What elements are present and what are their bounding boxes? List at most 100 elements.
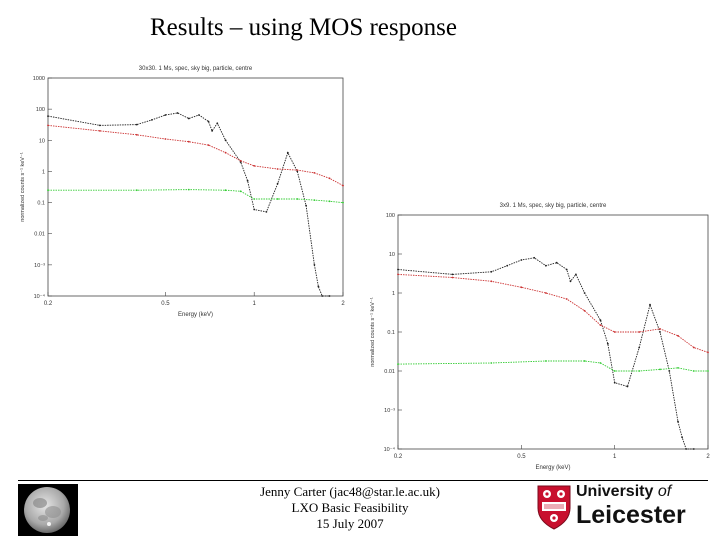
spectrum-plot-small-field: 3x9. 1 Ms, spec, sky big, particle, cent…	[368, 191, 713, 471]
y-axis-label: normalized counts s⁻¹ keV⁻¹	[370, 297, 376, 367]
data-point	[187, 188, 190, 191]
data-point	[216, 122, 219, 125]
data-point	[187, 117, 190, 120]
data-point	[555, 261, 558, 264]
y-tick-label: 0.01	[34, 232, 45, 238]
x-axis-label: Energy (keV)	[535, 465, 570, 471]
x-tick-label: 0.5	[161, 301, 170, 307]
data-point	[47, 124, 49, 127]
data-point	[638, 331, 641, 333]
footer-divider	[18, 480, 708, 481]
y-axis-label: normalized counts s⁻¹ keV⁻¹	[20, 152, 26, 222]
data-point	[239, 159, 242, 162]
data-point	[677, 420, 679, 423]
data-point	[707, 351, 709, 354]
data-point	[328, 295, 331, 297]
data-point	[313, 199, 316, 202]
data-point	[207, 144, 210, 146]
data-point	[685, 448, 687, 450]
logo-university-word: University	[576, 483, 654, 500]
data-point	[296, 170, 299, 173]
footer-author: Jenny Carter (jac48@star.le.ac.uk)	[260, 484, 440, 499]
data-point	[135, 133, 138, 136]
data-point	[490, 280, 493, 283]
data-point	[99, 130, 101, 132]
data-point	[451, 273, 454, 276]
data-point	[176, 112, 179, 114]
y-tick-label: 10	[39, 138, 45, 144]
data-point	[313, 264, 316, 266]
data-point	[296, 169, 299, 171]
data-point	[164, 138, 167, 140]
series-line-1	[397, 257, 694, 450]
data-point	[211, 130, 214, 132]
data-point	[321, 295, 324, 297]
plot-frame	[397, 214, 709, 450]
data-point	[305, 204, 307, 207]
data-point	[626, 385, 629, 388]
data-point	[276, 198, 279, 200]
y-tick-label: 0.01	[384, 369, 395, 375]
data-point	[692, 346, 695, 349]
data-point	[677, 334, 679, 337]
x-tick-label: 0.2	[394, 454, 403, 460]
data-point	[707, 370, 709, 372]
data-point	[599, 324, 602, 326]
data-point	[207, 120, 210, 123]
data-point	[613, 331, 616, 333]
data-point	[490, 362, 493, 364]
data-point	[276, 182, 279, 185]
data-point	[397, 363, 399, 365]
data-point	[224, 189, 227, 192]
data-point	[328, 200, 331, 203]
data-point	[533, 256, 536, 259]
data-point	[545, 264, 547, 267]
series-line-3	[397, 360, 708, 372]
data-point	[599, 319, 602, 322]
data-point	[565, 298, 568, 300]
footer-credits: Jenny Carter (jac48@star.le.ac.uk) LXO B…	[220, 484, 480, 532]
data-point	[224, 151, 227, 154]
data-point	[565, 268, 568, 271]
data-point	[286, 151, 289, 154]
data-point	[490, 270, 493, 273]
y-tick-label: 100	[386, 213, 395, 219]
university-logo: University of Leicester	[536, 483, 706, 531]
data-point	[253, 165, 256, 167]
data-point	[342, 201, 344, 204]
data-point	[583, 292, 586, 294]
data-point	[253, 208, 256, 211]
data-point	[187, 140, 190, 143]
data-point	[47, 189, 49, 192]
data-point	[583, 309, 586, 312]
series-line-1	[47, 112, 330, 297]
data-point	[276, 168, 279, 170]
slide-title: Results – using MOS response	[150, 14, 457, 41]
data-point	[296, 198, 299, 200]
y-tick-label: 10	[389, 252, 395, 258]
data-point	[239, 161, 242, 163]
data-point	[317, 285, 320, 288]
y-tick-label: 10⁻⁴	[34, 293, 46, 300]
data-point	[692, 370, 695, 372]
data-point	[520, 286, 523, 289]
data-point	[397, 268, 399, 271]
series-line-2	[397, 273, 709, 353]
y-tick-label: 10⁻⁴	[384, 446, 396, 453]
data-point	[659, 331, 661, 333]
data-point	[342, 184, 344, 187]
data-point	[164, 114, 167, 116]
data-point	[545, 360, 547, 362]
logo-leicester-word: Leicester	[576, 501, 686, 529]
data-point	[506, 264, 509, 267]
data-point	[239, 190, 242, 193]
data-point	[606, 342, 609, 345]
data-point	[99, 124, 101, 127]
y-tick-label: 10⁻³	[384, 408, 395, 414]
university-crest-icon	[537, 485, 571, 530]
x-tick-label: 2	[706, 454, 710, 460]
data-point	[545, 292, 547, 294]
y-tick-label: 100	[36, 107, 45, 113]
data-point	[638, 370, 641, 372]
data-point	[397, 273, 399, 276]
